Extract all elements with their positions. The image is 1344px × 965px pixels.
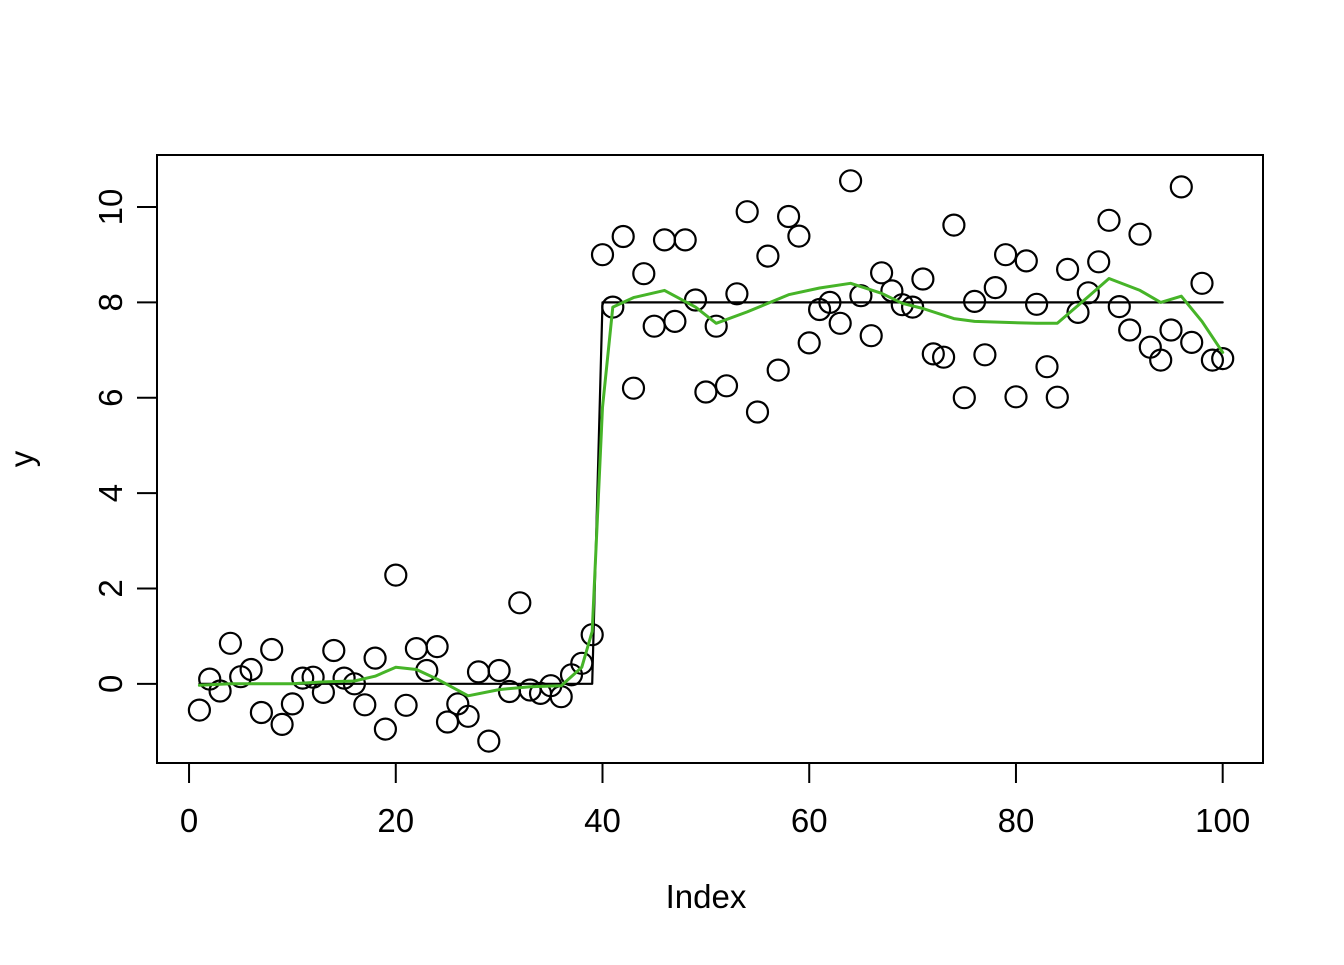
data-point <box>1055 257 1080 281</box>
data-point <box>590 243 615 267</box>
smoothed-line <box>197 277 1225 698</box>
data-point <box>621 376 646 400</box>
data-point <box>993 243 1018 267</box>
data-point <box>1149 348 1173 372</box>
data-point <box>766 358 790 382</box>
data-point <box>983 276 1007 300</box>
series-layer <box>187 169 1235 753</box>
data-point <box>725 282 749 306</box>
data-point <box>776 204 801 229</box>
x-tick-label: 60 <box>791 802 828 839</box>
data-point <box>1097 208 1121 232</box>
data-point <box>632 262 656 286</box>
y-tick-label: 8 <box>92 293 129 311</box>
y-tick-label: 6 <box>92 389 129 407</box>
plot-border <box>156 154 1264 764</box>
data-point <box>735 200 759 224</box>
data-point <box>1035 355 1059 379</box>
data-point <box>663 309 687 333</box>
data-point <box>931 345 956 369</box>
data-point <box>828 311 852 335</box>
data-point <box>787 224 811 248</box>
x-tick-label: 40 <box>584 802 621 839</box>
data-point <box>1045 385 1069 409</box>
data-point <box>1014 249 1038 273</box>
data-point <box>704 314 728 338</box>
data-point <box>911 267 935 291</box>
data-point <box>384 563 408 587</box>
data-point <box>508 591 532 615</box>
data-point <box>714 374 739 398</box>
data-point <box>456 704 480 728</box>
data-point <box>1211 347 1235 371</box>
data-point <box>1200 348 1225 372</box>
data-point <box>280 692 304 716</box>
data-point <box>270 712 294 737</box>
data-point <box>363 646 387 670</box>
data-point <box>973 343 997 367</box>
data-point <box>208 679 232 703</box>
data-point <box>611 224 635 249</box>
data-point <box>694 380 718 404</box>
data-point <box>1118 318 1142 342</box>
data-point <box>249 700 273 725</box>
data-point <box>952 386 976 410</box>
y-tick-label: 4 <box>92 484 129 502</box>
data-point <box>487 658 511 683</box>
y-axis-title: y <box>3 450 40 467</box>
data-point <box>859 324 883 348</box>
data-point <box>1107 295 1131 319</box>
x-tick-label: 20 <box>377 802 414 839</box>
data-point <box>322 638 346 663</box>
data-point <box>1169 175 1193 199</box>
data-point <box>353 693 377 717</box>
data-point <box>1180 330 1204 354</box>
data-point <box>187 698 211 722</box>
x-tick-label: 0 <box>180 802 198 839</box>
data-point <box>373 717 397 741</box>
data-point <box>1190 271 1214 295</box>
data-point <box>942 213 966 237</box>
y-tick-label: 2 <box>92 579 129 597</box>
x-tick-label: 100 <box>1195 802 1250 839</box>
data-point <box>838 169 863 193</box>
data-point <box>1159 318 1183 342</box>
y-tick-label: 0 <box>92 675 129 693</box>
data-point <box>218 631 242 655</box>
y-tick-label: 10 <box>92 189 129 226</box>
data-point <box>756 244 780 268</box>
data-point <box>477 729 501 753</box>
data-point <box>1087 250 1111 274</box>
data-point <box>425 634 449 659</box>
y-axis: 0 2 4 6 8 10 <box>92 189 157 693</box>
data-point <box>1128 222 1152 246</box>
x-tick-label: 80 <box>998 802 1035 839</box>
data-point <box>745 400 770 424</box>
data-point <box>1024 292 1049 316</box>
data-point <box>239 657 263 682</box>
x-axis-title: Index <box>666 878 747 915</box>
data-point <box>394 693 418 717</box>
data-point <box>291 666 315 690</box>
data-point <box>260 637 284 662</box>
data-point <box>1004 385 1028 409</box>
data-point <box>797 331 821 355</box>
data-point <box>673 228 697 252</box>
data-point <box>869 261 894 285</box>
x-axis: 0 20 40 60 80 100 <box>180 763 1250 839</box>
data-point <box>921 342 945 366</box>
